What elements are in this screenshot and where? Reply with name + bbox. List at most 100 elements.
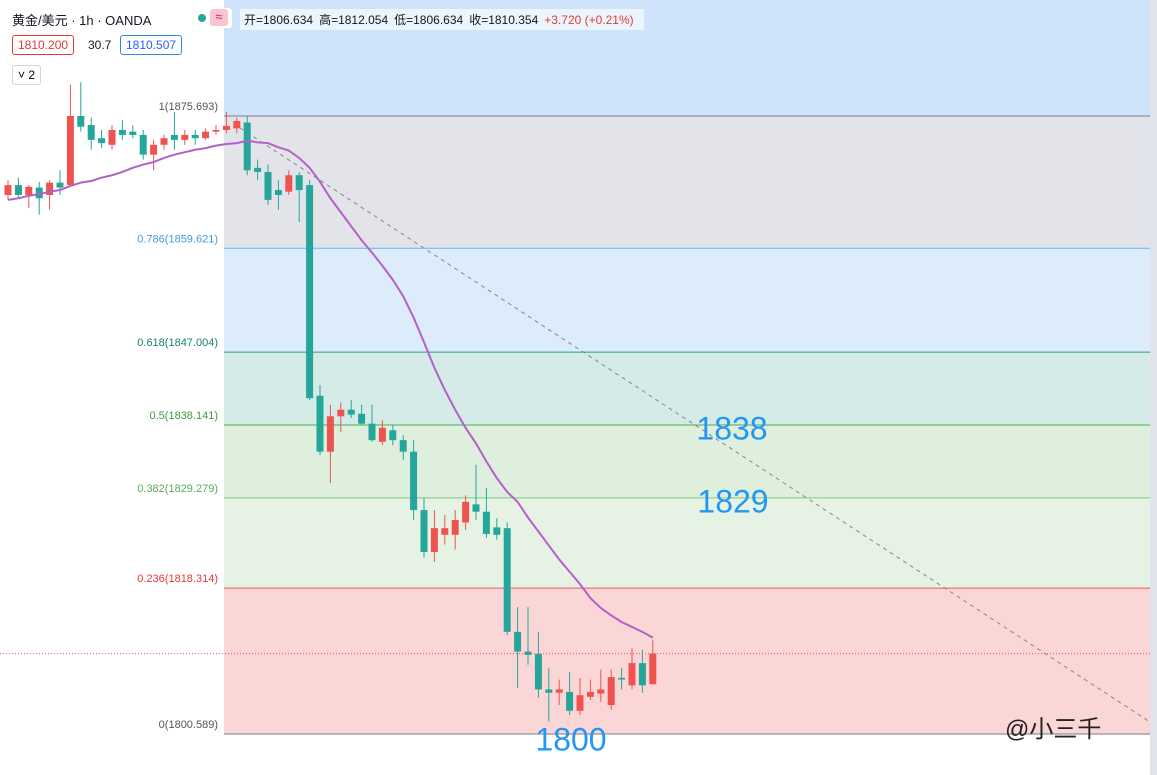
fib-band [224, 497, 1150, 589]
fib-backgrounds [224, 0, 1150, 734]
candle-body [14, 185, 22, 195]
candle-body [618, 677, 626, 680]
price-annotation: 1800 [535, 721, 606, 757]
candle-body [503, 528, 511, 632]
candle-body [482, 511, 490, 534]
candle-body [410, 451, 418, 511]
candle-body [316, 395, 324, 452]
candle-body [98, 138, 106, 144]
fib-band [224, 425, 1150, 498]
candle-body [139, 134, 147, 155]
candle-body [118, 129, 126, 135]
candle-body [566, 691, 574, 711]
spread: 30.7 [88, 38, 112, 52]
indicator-count: 2 [28, 68, 36, 82]
candle-body [66, 116, 74, 186]
data-icon[interactable]: ≈ [210, 9, 228, 26]
candle-body [295, 175, 303, 191]
candle-body [160, 138, 168, 145]
fib-level-label: 0.382(1829.279) [137, 483, 218, 495]
candle-body [306, 185, 314, 399]
candle-body [493, 527, 501, 535]
candle-body [451, 519, 459, 535]
moving-average [7, 139, 654, 639]
candle-body [170, 134, 178, 140]
fib-level-label: 0.236(1818.314) [137, 573, 218, 585]
candle-body [607, 677, 615, 706]
candle-body [25, 186, 33, 195]
candle-body [212, 129, 220, 132]
candle-body [514, 631, 522, 652]
candle-body [56, 182, 64, 188]
fib-level-label: 0.618(1847.004) [137, 337, 218, 349]
candle-body [129, 131, 137, 135]
candle-body [399, 440, 407, 452]
ohlc-item: 收=1810.354 [469, 13, 539, 27]
candle-body [420, 510, 428, 553]
fib-level-label: 0(1800.589) [159, 719, 218, 731]
candle-body [389, 430, 397, 441]
ohlc-item: 高=1812.054 [319, 13, 389, 27]
candle-body [597, 689, 605, 694]
candle-body [545, 689, 553, 693]
watermark: @小三千 [1005, 716, 1101, 743]
candle-body [358, 413, 366, 424]
sell-button[interactable]: 1810.200 [12, 35, 75, 55]
candle-body [254, 167, 262, 172]
candle-body [108, 129, 116, 145]
candle-body [368, 423, 376, 441]
candle-body [555, 689, 563, 693]
buy-button[interactable]: 1810.507 [120, 35, 183, 55]
fib-level-label: 0.5(1838.141) [150, 410, 219, 422]
candle-body [4, 185, 12, 195]
candle-body [46, 182, 54, 195]
price-annotation: 1838 [696, 410, 767, 446]
caret: ˅ [18, 68, 29, 82]
ohlc-item: 开=1806.634 [244, 13, 314, 27]
candle-body [649, 653, 657, 685]
candle-body [243, 122, 251, 171]
ohlc-item: 低=1806.634 [394, 13, 464, 27]
candle-body [628, 663, 636, 686]
candle-body [150, 144, 158, 155]
symbol-title[interactable]: 黄金/美元 · 1h · OANDA [12, 13, 152, 28]
candle-body [472, 504, 480, 512]
fib-level-label: 0.786(1859.621) [137, 233, 218, 245]
candle-body [441, 528, 449, 535]
candle-body [274, 190, 282, 195]
indicators-toggle[interactable]: ˅ 2 [12, 65, 42, 85]
candle-body [191, 134, 199, 139]
right-border [1150, 0, 1157, 775]
candle-body [586, 691, 594, 697]
ohlc-legend: 开=1806.634 高=1812.054 低=1806.634 收=1810.354… [240, 9, 644, 30]
candle-body [534, 654, 542, 690]
status-dot [198, 14, 206, 22]
candle-body [638, 663, 646, 686]
candle-body [264, 171, 272, 200]
candle-body [77, 116, 85, 127]
status-icons: ≈ [190, 8, 232, 28]
candle-body [233, 120, 241, 129]
candle-body [326, 416, 334, 452]
candle-body [347, 409, 355, 415]
fib-band [224, 352, 1150, 426]
candle-body [430, 528, 438, 553]
ohlc-item: +3.720 (+0.21%) [544, 13, 634, 27]
candle-body [378, 427, 386, 442]
candle-body [462, 501, 470, 523]
candle-body [35, 187, 43, 199]
fib-band [224, 116, 1150, 249]
candle-body [285, 175, 293, 192]
candle-body [337, 409, 345, 417]
candle-body [222, 125, 230, 130]
trend-line [239, 127, 1151, 723]
fib-band [224, 248, 1150, 353]
fib-level-label: 1(1875.693) [159, 101, 218, 113]
candle-body [181, 134, 189, 140]
candle-body [87, 125, 95, 140]
candle-body [202, 131, 210, 139]
candle-body [576, 695, 584, 711]
price-annotation: 1829 [697, 483, 768, 519]
